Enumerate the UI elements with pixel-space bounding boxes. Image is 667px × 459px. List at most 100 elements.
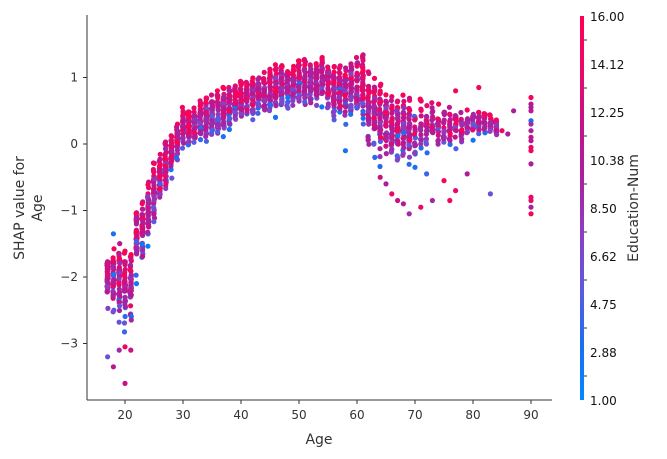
colorbar-tick-label: 16.00	[590, 10, 624, 24]
data-point	[337, 63, 343, 69]
data-point	[487, 112, 493, 118]
data-point	[441, 110, 447, 116]
data-point	[349, 94, 355, 100]
data-point	[215, 122, 221, 128]
data-point	[342, 97, 348, 103]
data-point	[209, 129, 215, 136]
data-point	[255, 94, 261, 100]
data-point	[319, 73, 326, 80]
data-point	[209, 101, 215, 107]
data-point	[220, 107, 226, 114]
data-point	[464, 129, 470, 135]
data-point	[476, 109, 482, 115]
data-point	[249, 78, 255, 84]
data-point	[528, 128, 534, 134]
data-point	[400, 201, 406, 207]
data-point	[342, 112, 348, 118]
data-point	[400, 109, 406, 115]
data-point	[377, 99, 383, 105]
data-point	[459, 136, 465, 142]
data-point	[221, 101, 227, 107]
data-point	[203, 124, 209, 130]
colorbar-tick-label: 8.50	[590, 202, 617, 216]
data-point	[401, 98, 407, 104]
data-point	[320, 78, 326, 84]
data-point	[354, 84, 360, 90]
colorbar-tick-label: 12.25	[590, 106, 624, 120]
data-point	[244, 107, 250, 113]
data-point	[528, 121, 534, 127]
data-point	[180, 111, 186, 117]
data-point	[121, 271, 128, 277]
data-point	[122, 313, 128, 320]
data-point	[447, 117, 453, 123]
data-point	[429, 129, 435, 135]
data-point	[470, 121, 476, 127]
data-point	[256, 103, 262, 109]
data-point	[348, 90, 354, 96]
data-point	[394, 157, 400, 163]
data-point	[458, 116, 464, 122]
data-point	[417, 96, 423, 102]
data-point	[272, 114, 279, 120]
data-point	[441, 178, 447, 184]
data-point	[366, 118, 372, 124]
data-point	[494, 122, 500, 128]
data-point	[371, 115, 377, 121]
data-point	[226, 115, 232, 122]
data-point	[110, 272, 117, 278]
data-point	[331, 64, 337, 70]
data-point	[203, 95, 209, 101]
data-point	[441, 128, 447, 134]
data-point	[191, 105, 197, 111]
data-point	[441, 134, 447, 140]
data-point	[198, 128, 204, 134]
data-point	[331, 69, 337, 75]
data-point	[325, 101, 331, 107]
data-point	[191, 139, 197, 145]
data-point	[116, 259, 122, 265]
data-point	[383, 110, 389, 116]
data-point	[476, 84, 482, 91]
data-point	[302, 87, 308, 93]
data-point	[336, 74, 342, 80]
data-point	[342, 88, 348, 94]
data-point	[337, 70, 343, 76]
data-point	[418, 137, 424, 143]
data-point	[481, 112, 487, 118]
data-point	[348, 85, 354, 91]
data-point	[208, 106, 215, 112]
data-point	[278, 90, 285, 96]
data-point	[394, 128, 400, 134]
data-point	[424, 150, 430, 156]
data-point	[133, 238, 140, 244]
x-axis-ticks: 20 30 40 50 60 70 80 90	[117, 400, 539, 422]
data-point	[302, 73, 308, 79]
data-point	[337, 98, 343, 104]
data-point	[418, 113, 424, 119]
data-point	[342, 148, 348, 154]
data-point	[145, 198, 152, 204]
data-point	[110, 263, 116, 270]
data-point	[487, 128, 493, 134]
data-point	[342, 92, 348, 98]
data-point	[139, 201, 145, 207]
data-point	[255, 81, 261, 87]
colorbar-tick-label: 2.88	[590, 346, 617, 360]
data-point	[343, 83, 349, 89]
data-point	[487, 120, 493, 126]
data-point	[447, 137, 453, 143]
colorbar-tick-label: 14.12	[590, 58, 624, 72]
data-point	[295, 65, 301, 71]
data-point	[145, 243, 151, 249]
data-point	[285, 95, 291, 101]
data-point	[313, 91, 319, 98]
data-point	[400, 135, 406, 141]
data-point	[122, 344, 128, 350]
data-point	[411, 131, 418, 137]
data-point	[366, 88, 372, 94]
data-point	[359, 85, 366, 91]
data-point	[378, 134, 384, 140]
data-point	[383, 151, 389, 157]
data-point	[394, 153, 400, 159]
